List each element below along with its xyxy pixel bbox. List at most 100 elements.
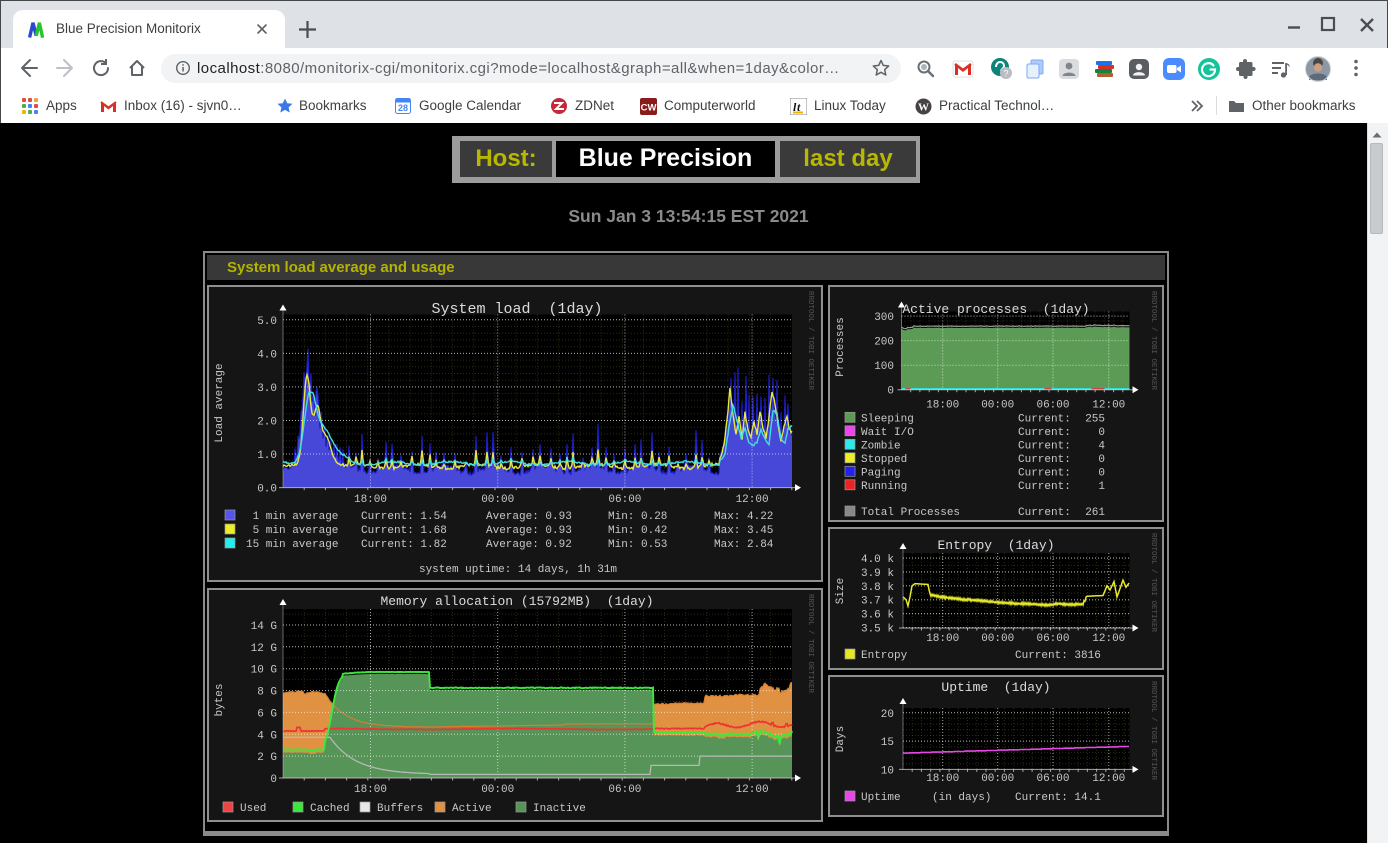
svg-text:00:00: 00:00 (981, 633, 1014, 645)
svg-text:06:00: 06:00 (1036, 773, 1069, 785)
svg-text:3.7 k: 3.7 k (861, 596, 894, 608)
svg-text:Current:: Current: (1018, 440, 1071, 452)
svg-text:Active processes (1day): Active processes (1day) (902, 302, 1089, 317)
svg-text:Max: 2.84: Max: 2.84 (714, 539, 774, 551)
svg-text:3.9 k: 3.9 k (861, 568, 894, 580)
svg-text:Active: Active (452, 803, 492, 815)
svg-text:Cached: Cached (310, 803, 350, 815)
svg-text:Uptime (1day): Uptime (1day) (941, 680, 1050, 695)
svg-text:0: 0 (1098, 427, 1105, 439)
svg-text:06:00: 06:00 (1036, 633, 1069, 645)
svg-text:System load (1day): System load (1day) (431, 301, 602, 318)
svg-text:3.0: 3.0 (257, 383, 277, 395)
svg-text:Days: Days (835, 726, 847, 752)
svg-text:t: t (797, 100, 801, 114)
svg-text:18:00: 18:00 (354, 494, 387, 506)
svg-text:18:00: 18:00 (354, 784, 387, 796)
svg-text:bytes: bytes (214, 683, 226, 716)
svg-text:Size: Size (835, 578, 847, 604)
svg-text:1: 1 (1098, 481, 1105, 493)
svg-text:3.5 k: 3.5 k (861, 624, 894, 636)
svg-text:RRDTOOL / TOBI OETIKER: RRDTOOL / TOBI OETIKER (806, 291, 814, 391)
svg-text:12:00: 12:00 (1092, 633, 1125, 645)
svg-text:0.0: 0.0 (257, 484, 277, 496)
svg-text:8 G: 8 G (257, 687, 277, 699)
svg-text:Min: 0.28: Min: 0.28 (608, 511, 667, 523)
svg-text:1.0: 1.0 (257, 450, 277, 462)
svg-text:Stopped: Stopped (861, 454, 907, 466)
svg-text:Memory allocation (15792MB) (: Memory allocation (15792MB) (1day) (380, 594, 653, 609)
svg-text:Entropy: Entropy (861, 650, 908, 662)
svg-text:6 G: 6 G (257, 708, 277, 720)
svg-text:Running: Running (861, 481, 907, 493)
svg-text:0: 0 (270, 774, 277, 786)
svg-text:Inactive: Inactive (533, 803, 586, 815)
svg-text:Uptime: Uptime (861, 792, 901, 804)
svg-text:RRDTOOL / TOBI OETIKER: RRDTOOL / TOBI OETIKER (1149, 533, 1157, 633)
svg-text:12:00: 12:00 (1092, 773, 1125, 785)
svg-text:0: 0 (1098, 454, 1105, 466)
svg-text:Max: 3.45: Max: 3.45 (714, 525, 773, 537)
svg-text:5.0: 5.0 (257, 316, 277, 328)
svg-text:2 G: 2 G (257, 752, 277, 764)
svg-text:?: ? (1003, 69, 1008, 79)
svg-text:00:00: 00:00 (981, 400, 1014, 412)
svg-text:Current:: Current: (1018, 507, 1071, 519)
svg-text:0: 0 (1098, 467, 1105, 479)
svg-text:Buffers: Buffers (377, 803, 423, 815)
svg-text:0: 0 (887, 386, 894, 398)
svg-text:12:00: 12:00 (736, 784, 769, 796)
svg-text:Average: 0.93: Average: 0.93 (486, 511, 572, 523)
svg-text:18:00: 18:00 (926, 400, 959, 412)
svg-text:18:00: 18:00 (926, 773, 959, 785)
svg-text:10: 10 (881, 765, 894, 777)
svg-text:RRDTOOL / TOBI OETIKER: RRDTOOL / TOBI OETIKER (1149, 291, 1157, 391)
svg-text:Current:: Current: (1018, 454, 1071, 466)
svg-text:Average: 0.92: Average: 0.92 (486, 539, 572, 551)
svg-text:Min: 0.53: Min: 0.53 (608, 539, 667, 551)
svg-text:2.0: 2.0 (257, 417, 277, 429)
svg-text:Processes: Processes (835, 317, 847, 376)
svg-text:100: 100 (874, 361, 894, 373)
svg-text:00:00: 00:00 (481, 494, 514, 506)
svg-text:Total Processes: Total Processes (861, 507, 960, 519)
svg-text:Wait I/O: Wait I/O (861, 427, 914, 439)
svg-text:(in days): (in days) (932, 792, 991, 804)
svg-text:Max: 4.22: Max: 4.22 (714, 511, 773, 523)
svg-text:Current:: Current: (1018, 481, 1071, 493)
svg-text:Average: 0.93: Average: 0.93 (486, 525, 572, 537)
svg-text:4 G: 4 G (257, 730, 277, 742)
svg-text:255: 255 (1085, 413, 1105, 425)
svg-text:RRDTOOL / TOBI OETIKER: RRDTOOL / TOBI OETIKER (806, 594, 814, 694)
svg-text:18:00: 18:00 (926, 633, 959, 645)
svg-text:1 min average: 1 min average (253, 511, 339, 523)
svg-text:12 G: 12 G (251, 643, 277, 655)
svg-text:3.8 k: 3.8 k (861, 582, 894, 594)
svg-text:4.0 k: 4.0 k (861, 554, 894, 566)
svg-text:RRDTOOL / TOBI OETIKER: RRDTOOL / TOBI OETIKER (1149, 681, 1157, 781)
svg-text:28: 28 (398, 103, 408, 113)
svg-text:Current:: Current: (1018, 467, 1071, 479)
svg-text:Current:: Current: (1018, 413, 1071, 425)
svg-text:00:00: 00:00 (481, 784, 514, 796)
svg-text:CW: CW (641, 103, 657, 114)
svg-text:06:00: 06:00 (608, 494, 641, 506)
svg-text:Current: 14.1: Current: 14.1 (1015, 792, 1101, 804)
svg-text:Current:: Current: (1018, 427, 1071, 439)
svg-text:Paging: Paging (861, 467, 901, 479)
svg-text:Sleeping: Sleeping (861, 413, 914, 425)
svg-text:06:00: 06:00 (608, 784, 641, 796)
svg-text:Used: Used (240, 803, 266, 815)
svg-text:3.6 k: 3.6 k (861, 610, 894, 622)
svg-text:W: W (918, 102, 929, 114)
svg-text:Current: 1.54: Current: 1.54 (361, 511, 447, 523)
svg-text:20: 20 (881, 709, 894, 721)
svg-text:l: l (793, 100, 797, 114)
svg-text:Current: 3816: Current: 3816 (1015, 650, 1101, 662)
svg-text:12:00: 12:00 (1092, 400, 1125, 412)
svg-text:Current: 1.82: Current: 1.82 (361, 539, 447, 551)
svg-text:15 min average: 15 min average (246, 539, 338, 551)
svg-text:system uptime: 14 days, 1h 31m: system uptime: 14 days, 1h 31m (419, 564, 617, 576)
svg-text:Current: 1.68: Current: 1.68 (361, 525, 447, 537)
svg-text:4: 4 (1098, 440, 1105, 452)
